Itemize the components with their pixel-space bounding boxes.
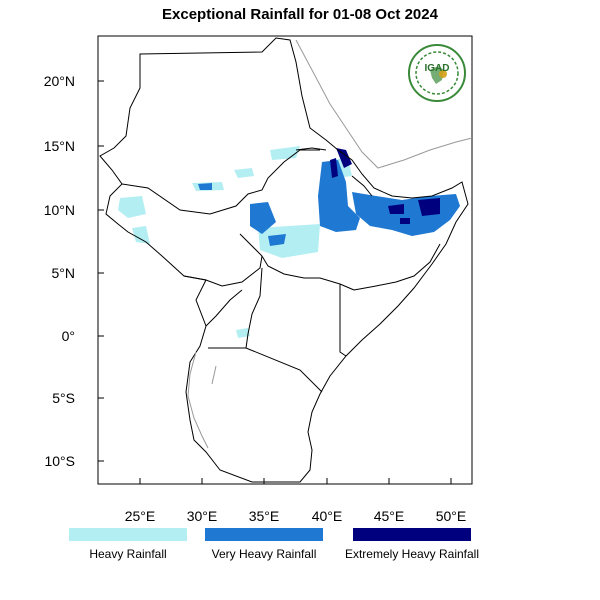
lon-label: 30°E [187,508,218,524]
legend-item-heavy: Heavy Rainfall [58,528,198,561]
lat-label: 15°N [44,138,75,154]
lon-ticks [139,478,452,484]
legend-item-extremely-heavy: Extremely Heavy Rainfall [342,528,482,561]
lon-label: 25°E [125,508,156,524]
igad-logo: IGAD [408,44,466,102]
legend-label: Heavy Rainfall [89,547,167,561]
logo-text: IGAD [424,63,450,74]
country-borders [99,37,469,483]
lat-label: 0° [62,328,75,344]
map-title: Exceptional Rainfall for 01-08 Oct 2024 [162,6,438,23]
lat-label: 20°N [44,73,75,89]
lat-labels: 20°N 15°N 10°N 5°N 0° 5°S 10°S [44,73,75,469]
lat-label: 5°N [52,265,76,281]
extremely-heavy-rainfall-areas [330,148,440,224]
lon-label: 35°E [249,508,280,524]
lon-label: 40°E [312,508,343,524]
lat-label: 10°S [44,453,75,469]
lat-label: 5°S [52,390,75,406]
lat-label: 10°N [44,202,75,218]
legend-swatch [69,528,187,541]
legend-item-very-heavy: Very Heavy Rainfall [194,528,334,561]
lat-ticks [98,80,104,462]
legend-swatch [205,528,323,541]
map-frame [97,35,473,485]
neighbour-coastline [187,39,473,449]
lon-label: 45°E [374,508,405,524]
lon-labels: 25°E 30°E 35°E 40°E 45°E 50°E [125,508,467,524]
legend-label: Very Heavy Rainfall [211,547,317,561]
lon-label: 50°E [436,508,467,524]
globe-icon [415,51,459,95]
legend-label: Extremely Heavy Rainfall [344,547,480,561]
legend-swatch [353,528,471,541]
